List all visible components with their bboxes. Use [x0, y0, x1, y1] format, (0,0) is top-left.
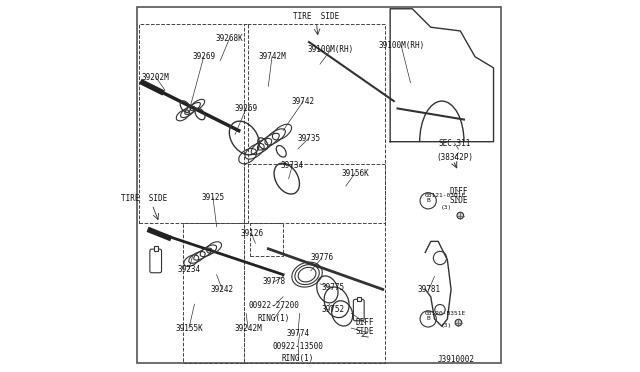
Text: 39156K: 39156K [341, 169, 369, 177]
Text: 39242M: 39242M [234, 324, 262, 333]
Text: 08120-B351E: 08120-B351E [424, 311, 465, 316]
Text: TIRE  SIDE: TIRE SIDE [293, 12, 339, 21]
Text: 39776: 39776 [310, 253, 333, 263]
Text: TIRE  SIDE: TIRE SIDE [122, 195, 168, 203]
Text: 39125: 39125 [202, 193, 225, 202]
Text: 39752: 39752 [321, 305, 344, 314]
Text: 39100M(RH): 39100M(RH) [308, 45, 354, 54]
Text: 39242: 39242 [211, 285, 234, 294]
Bar [244, 164, 385, 363]
Text: SIDE: SIDE [449, 196, 468, 205]
Text: 39268K: 39268K [216, 34, 243, 43]
Text: SEC.311: SEC.311 [438, 139, 471, 148]
Text: 39126: 39126 [240, 230, 263, 238]
Text: DIFF: DIFF [356, 318, 374, 327]
Text: RING(1): RING(1) [282, 354, 314, 363]
Text: RING(1): RING(1) [258, 314, 290, 323]
FancyBboxPatch shape [137, 7, 501, 363]
Bar [250, 223, 283, 256]
Text: 39775: 39775 [321, 283, 344, 292]
Text: 00922-27200: 00922-27200 [248, 301, 300, 311]
Text: 39778: 39778 [262, 278, 285, 286]
Text: (38342P): (38342P) [436, 153, 473, 162]
Text: 39100M(RH): 39100M(RH) [378, 41, 424, 50]
Text: B: B [426, 198, 430, 203]
Text: DIFF: DIFF [449, 187, 468, 196]
Text: 00922-13500: 00922-13500 [273, 342, 323, 351]
Text: 39734: 39734 [281, 161, 304, 170]
Bar [244, 23, 385, 223]
Text: J3910002: J3910002 [438, 355, 475, 364]
Text: B: B [426, 317, 430, 321]
Bar [139, 23, 248, 223]
Text: 08121-0301E: 08121-0301E [424, 193, 465, 198]
Text: 39735: 39735 [298, 134, 321, 142]
FancyBboxPatch shape [150, 249, 161, 273]
Text: SIDE: SIDE [356, 327, 374, 336]
Text: 39774: 39774 [286, 329, 309, 338]
Text: 39202M: 39202M [142, 73, 170, 81]
Text: 39155K: 39155K [175, 324, 203, 333]
Text: 39234: 39234 [177, 264, 200, 273]
Text: (3): (3) [440, 205, 452, 210]
Text: 39742: 39742 [292, 97, 315, 106]
Text: 39269: 39269 [192, 52, 215, 61]
FancyBboxPatch shape [353, 299, 364, 321]
Bar [357, 297, 360, 301]
Text: 39781: 39781 [417, 285, 440, 294]
Bar [154, 246, 157, 251]
Bar [184, 223, 244, 363]
Text: (3): (3) [440, 323, 452, 328]
Ellipse shape [457, 212, 463, 219]
Ellipse shape [455, 319, 462, 326]
Text: 39742M: 39742M [258, 52, 286, 61]
Text: 39269: 39269 [235, 104, 258, 113]
